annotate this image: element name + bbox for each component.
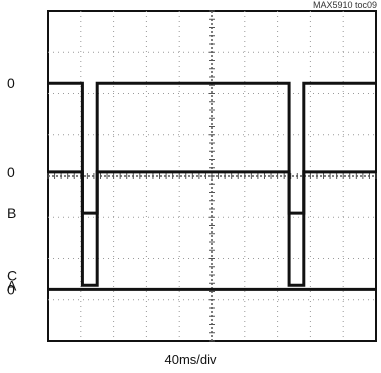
figure-id: MAX5910 toc09 (312, 0, 377, 10)
channel-c-label: C (7, 267, 17, 283)
x-axis-label: 40ms/div (164, 352, 217, 367)
channel-b-zero-label: 0 (7, 164, 15, 180)
channel-c-zero-label: 0 (7, 281, 15, 297)
graticule (47, 10, 377, 342)
channel-a-label: A (7, 277, 17, 293)
channel-a-zero-label: 0 (7, 75, 15, 91)
channel-b-label: B (7, 205, 16, 221)
traces (48, 81, 376, 291)
trace-b (48, 170, 376, 215)
